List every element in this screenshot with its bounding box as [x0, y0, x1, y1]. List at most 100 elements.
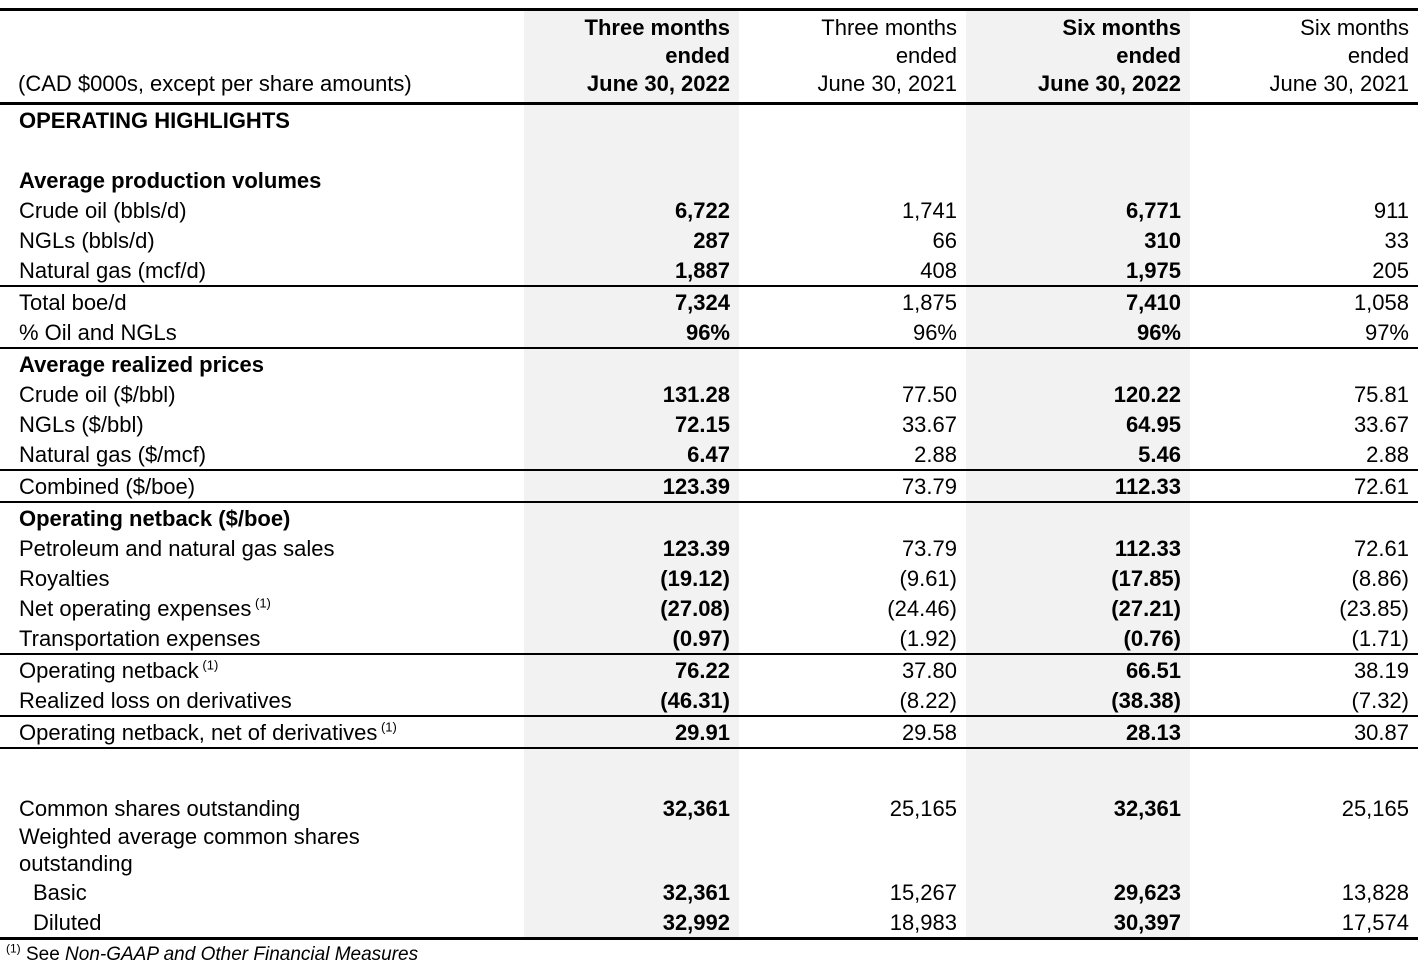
cell-value [1190, 823, 1418, 877]
cell-value [524, 165, 739, 195]
table-row: Combined ($/boe) 123.39 73.79 112.33 72.61 [0, 470, 1418, 503]
cell-value [1190, 104, 1418, 136]
cell-value: 6.47 [524, 439, 739, 471]
table-row: Basic 32,361 15,267 29,623 13,828 [0, 877, 1418, 907]
row-label: Natural gas (mcf/d) [0, 255, 524, 287]
cell-value: 5.46 [966, 439, 1190, 471]
cell-value: 33 [1384, 227, 1409, 253]
cell-value: 72.61 [1190, 470, 1418, 503]
table-row: Total boe/d 7,324 1,875 7,410 1,058 [0, 286, 1418, 317]
cell-value: (1.92) [739, 623, 966, 655]
footnote-marker: (1) [251, 595, 271, 611]
row-label: Realized loss on derivatives [0, 685, 524, 717]
cell-value: 7,410 [966, 286, 1190, 317]
cell-value: 29.91 [524, 716, 739, 749]
cell-value [739, 823, 966, 877]
cell-value: 123.39 [524, 533, 739, 563]
cell-value: (0.76) [966, 623, 1190, 655]
cell-value [524, 348, 739, 379]
table-row: Royalties (19.12) (9.61) (17.85) (8.86) [0, 563, 1418, 593]
row-label: NGLs (bbls/d) [19, 227, 155, 253]
cell-value: 25,165 [889, 795, 957, 821]
row-label: Natural gas ($/mcf) [0, 439, 524, 471]
cell-value: (24.46) [887, 595, 957, 621]
cell-value: 30,397 [966, 907, 1190, 940]
cell-value: 6,722 [524, 195, 739, 225]
cell-value: 408 [739, 255, 966, 287]
footnote-text: See [25, 944, 60, 960]
cell-value [1190, 348, 1418, 379]
units-note: (CAD $000s, except per share amounts) [18, 71, 412, 96]
row-label: Diluted [0, 907, 524, 940]
cell-value: 1,058 [1353, 289, 1409, 315]
table-row: Weighted average common shares outstandi… [0, 823, 1418, 877]
cell-value: 1,975 [966, 255, 1190, 287]
spacer-row [0, 748, 1418, 793]
cell-value [739, 135, 966, 165]
row-label: Combined ($/boe) [0, 470, 524, 503]
section-label: Operating netback ($/boe) [19, 505, 291, 531]
cell-value: 6,771 [966, 195, 1190, 225]
cell-value: 25,165 [1341, 795, 1409, 821]
footnote-marker: (1) [377, 719, 397, 735]
cell-value: 17,574 [1190, 907, 1418, 940]
cell-value: 77.50 [901, 381, 957, 407]
table-body: OPERATING HIGHLIGHTS Average production v… [0, 103, 1418, 940]
cell-value [524, 135, 739, 165]
row-label: Crude oil (bbls/d) [19, 197, 187, 223]
cell-value: 96% [739, 317, 966, 349]
table-row: Natural gas ($/mcf) 6.47 2.88 5.46 2.88 [0, 439, 1418, 471]
cell-value: 123.39 [524, 470, 739, 503]
cell-value: 37.80 [901, 657, 957, 683]
table-row: Crude oil ($/bbl) 131.28 77.50 120.22 75.81 [0, 379, 1418, 409]
financial-table: (CAD $000s, except per share amounts) Th… [0, 8, 1418, 940]
section-label: Average realized prices [19, 351, 264, 377]
cell-value [739, 348, 966, 379]
row-label: Weighted average common shares outstandi… [19, 824, 360, 876]
footnote-marker: (1) [198, 657, 219, 673]
cell-value: 29,623 [966, 877, 1190, 907]
cell-value: (19.12) [524, 563, 739, 593]
row-label [0, 135, 524, 165]
cell-value [739, 104, 966, 136]
cell-value: 32,361 [524, 793, 739, 823]
cell-value: 310 [966, 225, 1190, 255]
table-row: Average realized prices [0, 348, 1418, 379]
header-row: (CAD $000s, except per share amounts) Th… [0, 9, 1418, 104]
cell-value [966, 502, 1190, 533]
cell-value: 120.22 [966, 379, 1190, 409]
cell-value [1190, 502, 1418, 533]
table-row: OPERATING HIGHLIGHTS [0, 103, 1418, 136]
cell-value [1190, 135, 1418, 165]
cell-value [524, 748, 739, 793]
row-label: Transportation expenses [0, 623, 524, 655]
cell-value: (17.85) [966, 563, 1190, 593]
table-row: Transportation expenses (0.97) (1.92) (0.76… [0, 623, 1418, 655]
table-row: Operating netback ($/boe) [0, 502, 1418, 533]
cell-value: (46.31) [524, 685, 739, 717]
cell-value: 30.87 [1190, 716, 1418, 749]
table-row: NGLs ($/bbl) 72.15 33.67 64.95 33.67 [0, 409, 1418, 439]
cell-value: 131.28 [524, 379, 739, 409]
cell-value [524, 502, 739, 533]
section-label: OPERATING HIGHLIGHTS [19, 107, 290, 133]
cell-value: (8.86) [1351, 565, 1409, 591]
table-row: Net operating expenses (1) (27.08) (24.46)… [0, 593, 1418, 623]
cell-value: 33.67 [901, 411, 957, 437]
table-row: Common shares outstanding 32,361 25,165 32,… [0, 793, 1418, 823]
table-row: Natural gas (mcf/d) 1,887 408 1,975 205 [0, 255, 1418, 287]
col-header-three-months-2021: Three months ended June 30, 2021 [817, 15, 957, 96]
cell-value: 76.22 [524, 654, 739, 685]
cell-value: (7.32) [1190, 685, 1418, 717]
row-label: Royalties [19, 565, 110, 591]
cell-value: 73.79 [739, 470, 966, 503]
table-row: Petroleum and natural gas sales 123.39 73.… [0, 533, 1418, 563]
row-label: Net operating expenses (1) [19, 595, 271, 621]
cell-value: 911 [1373, 197, 1409, 223]
col-header-six-months-2022: Six months ended June 30, 2022 [966, 9, 1190, 104]
cell-value: 75.81 [1353, 381, 1409, 407]
cell-value: 7,324 [524, 286, 739, 317]
cell-value: 1,887 [524, 255, 739, 287]
cell-value: 205 [1190, 255, 1418, 287]
cell-value [524, 103, 739, 135]
